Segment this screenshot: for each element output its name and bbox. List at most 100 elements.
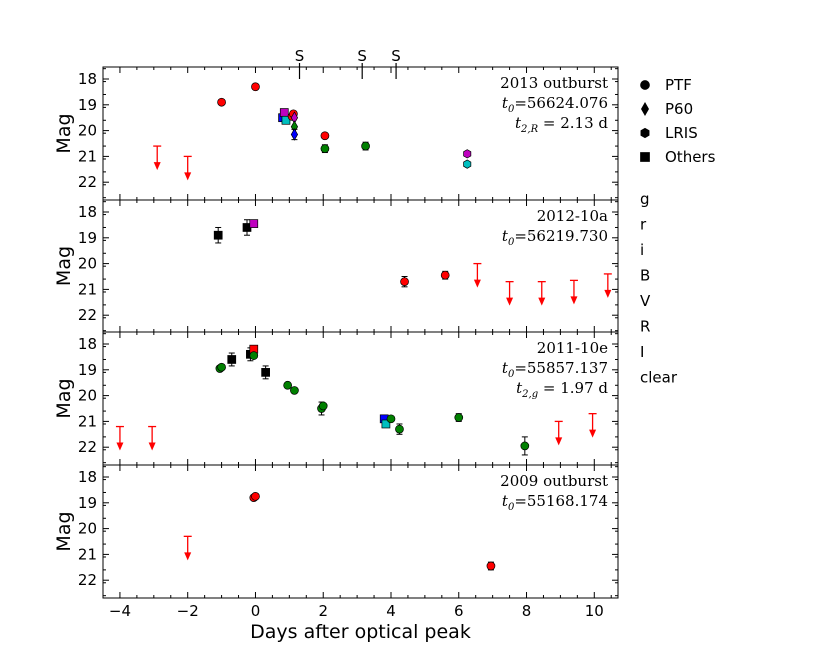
y-axis-label: Mag [53, 378, 75, 418]
panel-3: 18 19 20 21 22 Mag 2009 outburst t0=55168.174 [53, 464, 619, 599]
upper-limit-head [184, 552, 192, 561]
legend-shapes: PTF P60 LRIS Others [640, 76, 716, 166]
y-tick-label: 21 [78, 280, 97, 298]
data-point [249, 351, 259, 360]
y-tick-label: 19 [78, 96, 97, 114]
x-tick-label: 4 [386, 602, 396, 620]
panel-annotation: t2,R = 2.13 d [515, 114, 608, 135]
legend-circle-icon [640, 80, 650, 90]
y-tick-label: 21 [78, 147, 97, 165]
upper-limit-head [116, 442, 124, 451]
y-tick-label: 19 [78, 494, 97, 512]
legend-filter-I: I [640, 343, 644, 361]
top-marker-label: S [295, 47, 305, 65]
panel-annotation: t0=55168.174 [502, 492, 608, 513]
panel-0: 18 19 20 21 22 Mag 2013 outburst t0=56624.076t2… [53, 66, 619, 201]
legend-label: PTF [665, 76, 692, 94]
legend-hexagon-icon [640, 127, 650, 139]
y-tick-label: 20 [78, 255, 97, 273]
x-tick-label: −4 [109, 602, 131, 620]
y-tick-label: 18 [78, 468, 97, 486]
upper-limit-head [589, 429, 597, 438]
y-tick-label: 21 [78, 545, 97, 563]
data-point [400, 277, 409, 287]
data-point [213, 230, 223, 240]
data-point [261, 368, 270, 377]
data-point [361, 141, 370, 151]
upper-limit-head [555, 437, 563, 446]
x-tick-label: 6 [454, 602, 464, 620]
data-point [381, 419, 391, 429]
y-tick-label: 19 [78, 229, 97, 247]
y-tick-label: 18 [78, 335, 97, 353]
y-tick-label: 18 [78, 70, 97, 88]
data-point [281, 115, 291, 125]
data-point [454, 413, 464, 422]
data-point [395, 424, 404, 434]
data-point [217, 97, 226, 107]
data-point [279, 108, 289, 117]
y-tick-label: 22 [78, 173, 97, 191]
y-tick-label: 22 [78, 306, 97, 324]
data-point [217, 362, 226, 372]
y-axis-label: Mag [53, 113, 75, 153]
data-point [320, 131, 330, 141]
legend-diamond-icon [640, 101, 650, 117]
y-tick-label: 19 [78, 361, 97, 379]
top-marker-label: S [357, 47, 367, 65]
legend-filter-g: g [640, 190, 650, 208]
data-point [251, 492, 260, 501]
panel-annotation: t0=56624.076 [502, 94, 608, 115]
upper-limit-head [184, 172, 192, 181]
data-point [440, 270, 450, 280]
legend-filter-B: B [640, 267, 650, 285]
data-point [386, 414, 396, 424]
upper-limit-head [604, 289, 612, 298]
x-tick-label: −2 [177, 602, 199, 620]
upper-limit-head [148, 442, 156, 451]
panel-annotation: 2011-10e [537, 339, 608, 357]
x-tick-label: 2 [318, 602, 328, 620]
upper-limit-head [570, 296, 578, 305]
x-tick-label: 8 [522, 602, 532, 620]
panel-annotation: t0=55857.137 [502, 359, 608, 380]
panel-annotation: 2013 outburst [500, 74, 608, 92]
data-point [520, 441, 530, 451]
legend-square-icon [640, 152, 650, 162]
panel-annotation: 2012-10a [537, 207, 608, 225]
legend-filter-V: V [640, 292, 651, 310]
panel-1: 18 19 20 21 22 Mag 2012-10a t0=56219.730 [53, 199, 619, 333]
legend-label: P60 [665, 100, 693, 118]
y-axis-label: Mag [53, 246, 75, 286]
legend-filter-clear: clear [640, 369, 678, 387]
data-point [463, 149, 472, 159]
data-point [283, 380, 293, 390]
x-tick-label: 10 [585, 602, 604, 620]
y-tick-label: 20 [78, 387, 97, 405]
legend-label: Others [665, 148, 716, 166]
upper-limit-head [473, 279, 481, 288]
data-point [486, 561, 496, 571]
data-point [290, 128, 299, 141]
upper-limit-head [153, 162, 161, 171]
legend-label: LRIS [665, 124, 698, 142]
y-tick-label: 21 [78, 412, 97, 430]
y-tick-label: 22 [78, 438, 97, 456]
legend-filter-R: R [640, 318, 650, 336]
y-tick-label: 18 [78, 203, 97, 221]
y-tick-label: 20 [78, 122, 97, 140]
upper-limit-head [506, 297, 514, 306]
x-tick-label: 0 [251, 602, 261, 620]
y-tick-label: 22 [78, 571, 97, 589]
panel-annotation: t2,g = 1.97 d [516, 379, 608, 400]
data-point [290, 386, 299, 395]
y-tick-label: 20 [78, 520, 97, 538]
x-axis-label: Days after optical peak [250, 621, 471, 643]
legend-filter-i: i [640, 241, 644, 259]
panel-annotation: 2009 outburst [500, 472, 608, 490]
y-axis-label: Mag [53, 511, 75, 551]
data-point [251, 82, 260, 92]
